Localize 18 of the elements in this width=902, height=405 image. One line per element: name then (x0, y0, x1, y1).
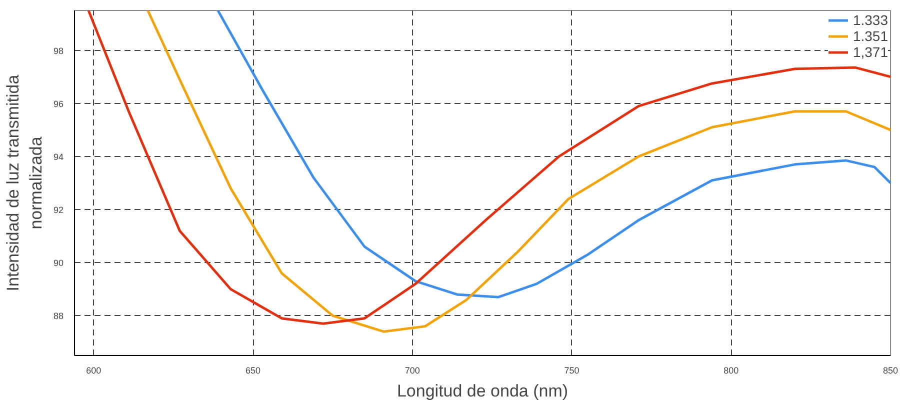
x-tick-label: 700 (404, 366, 420, 376)
x-tick-label: 750 (564, 366, 580, 376)
line-series (216, 10, 890, 298)
x-tick-label: 800 (724, 366, 739, 376)
y-tick-label: 94 (53, 152, 64, 162)
x-tick-label: 650 (245, 366, 261, 376)
y-axis-title: Intensidad de luz transmitida normalizada (4, 74, 46, 292)
legend-label: 1.333 (852, 12, 888, 28)
y-tick-label: 98 (53, 46, 64, 56)
y-tick-label: 96 (53, 98, 64, 109)
x-axis-title: Longitud de onda (nm) (396, 382, 568, 400)
legend-label: 1,371 (852, 44, 888, 60)
legend-label: 1.351 (852, 28, 888, 44)
y-tick-label: 92 (53, 205, 64, 216)
y-tick-label: 90 (53, 258, 64, 268)
x-tick-label: 600 (86, 366, 102, 376)
x-tick-label: 850 (882, 366, 898, 376)
y-tick-label: 88 (53, 311, 64, 322)
